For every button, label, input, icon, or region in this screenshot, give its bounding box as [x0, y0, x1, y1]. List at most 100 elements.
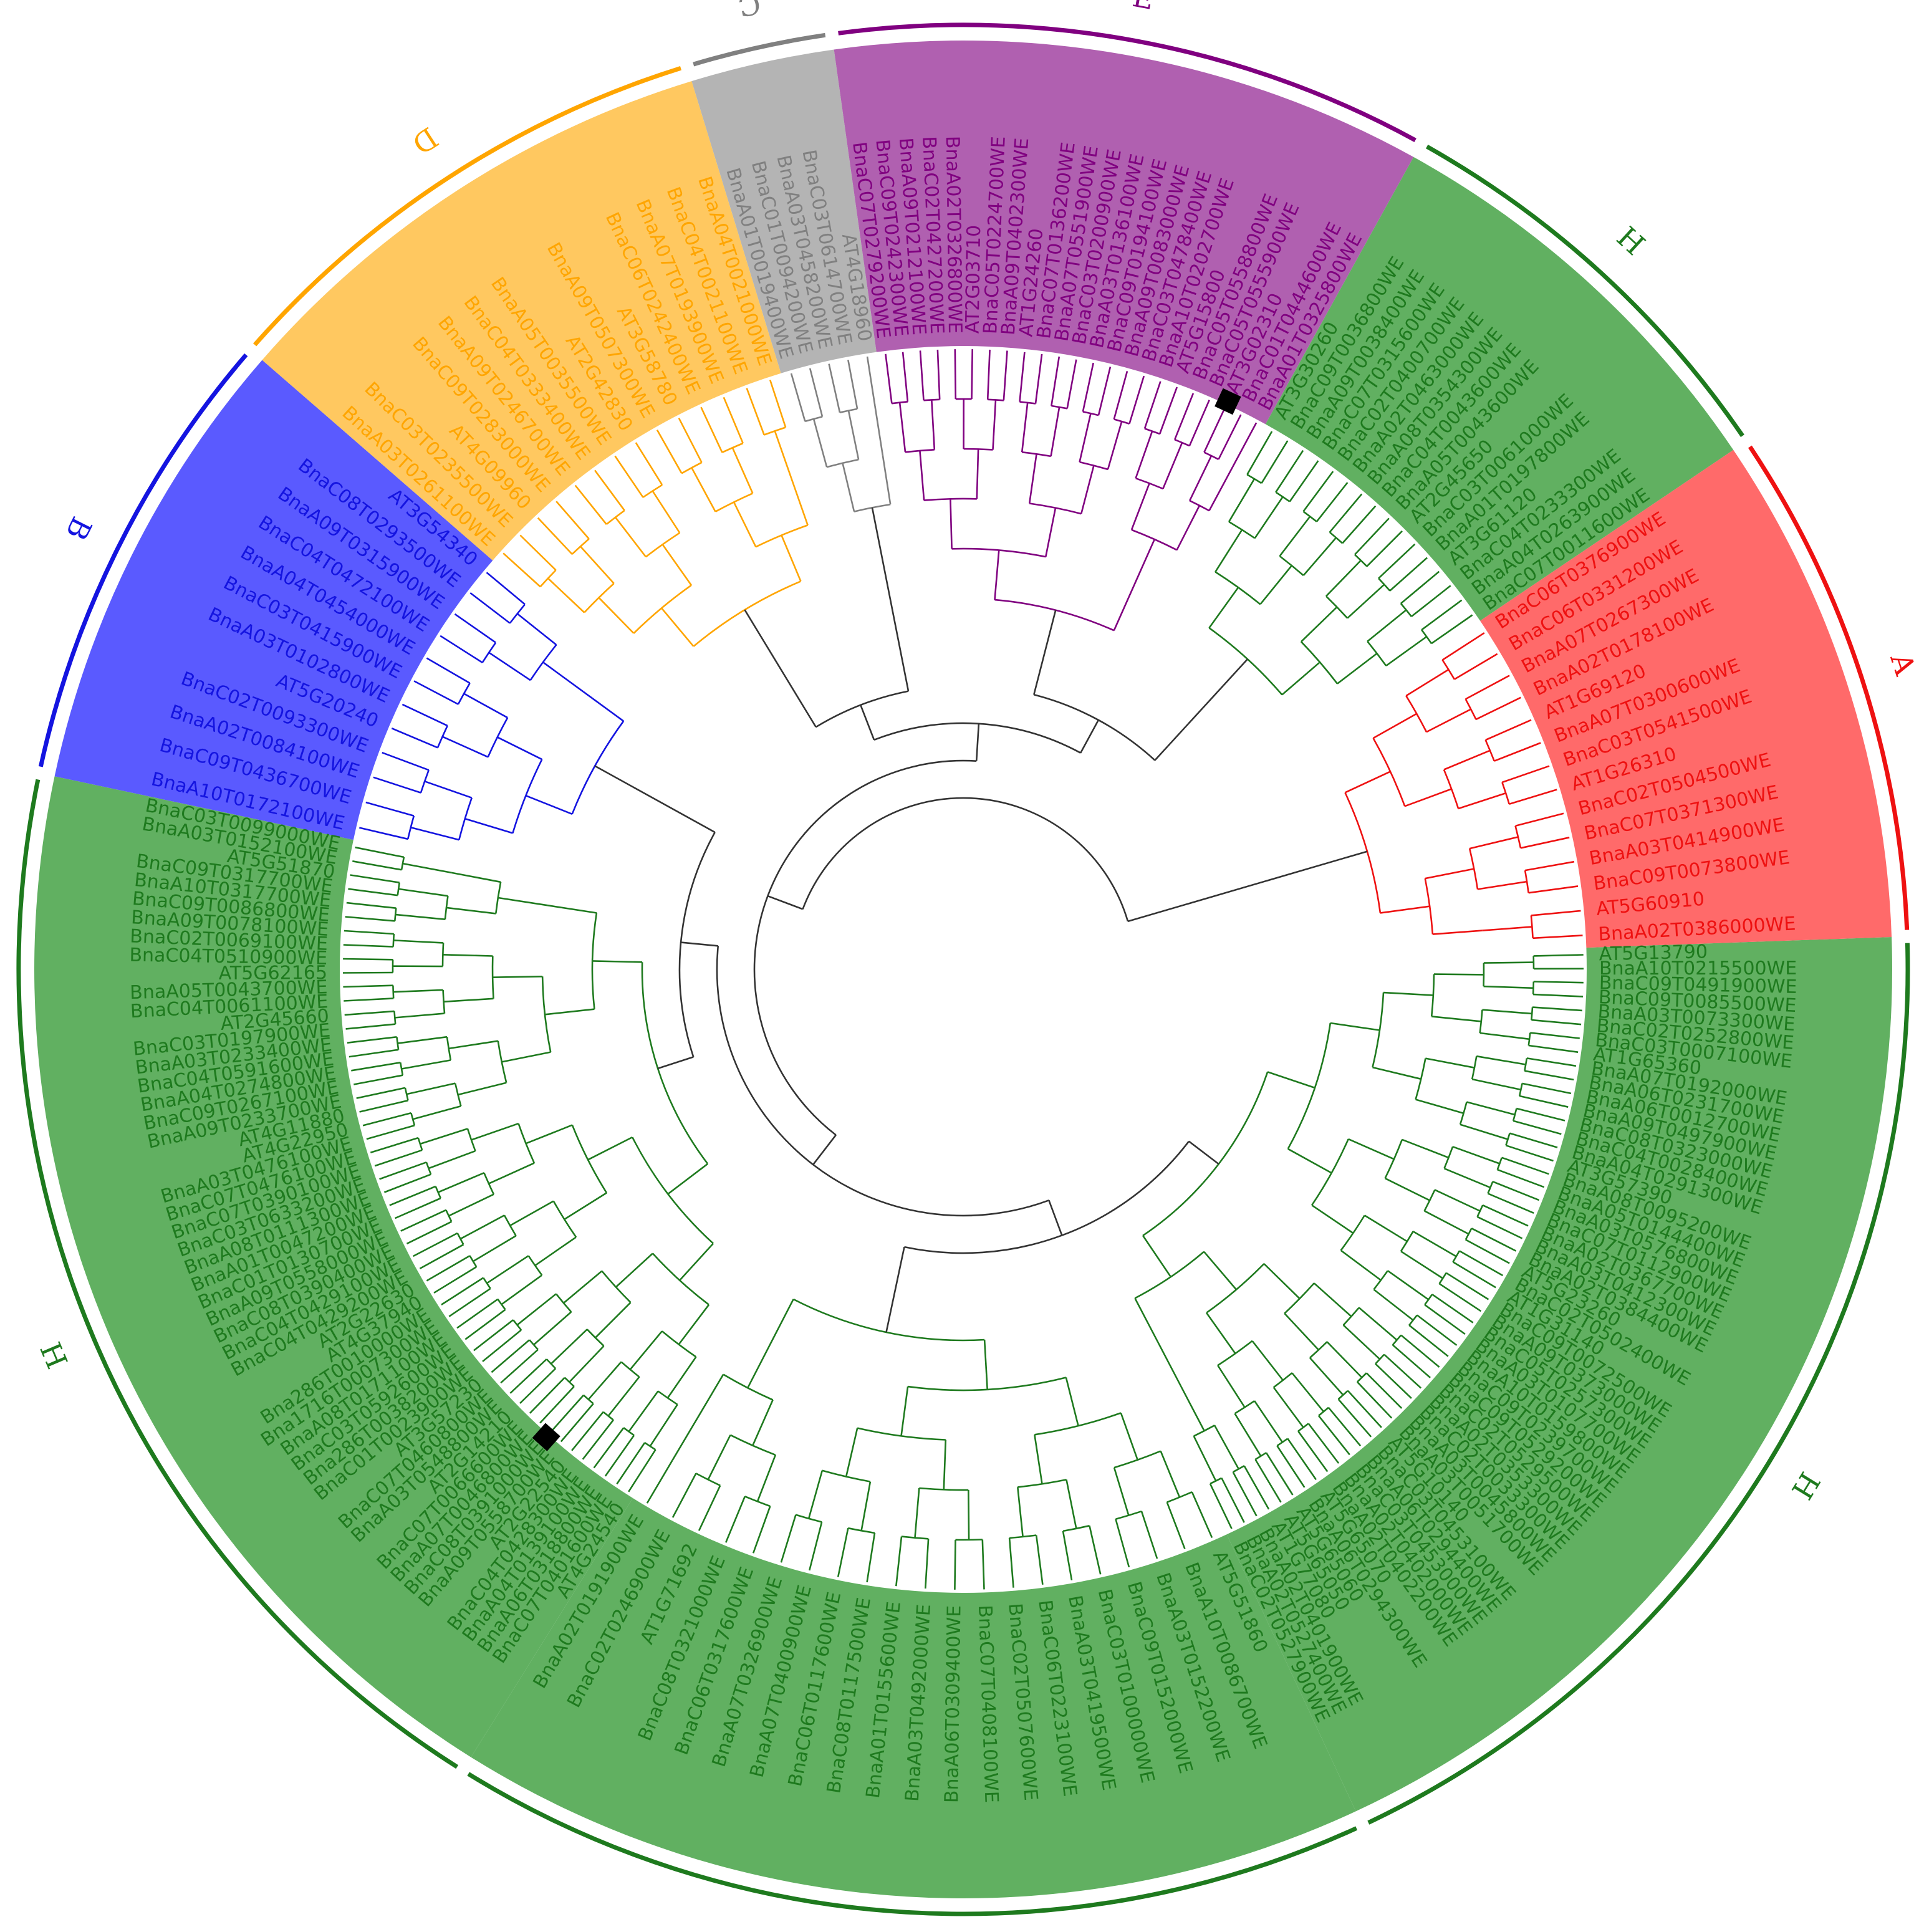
branch	[512, 1319, 522, 1331]
branch	[446, 906, 496, 915]
branch	[842, 463, 855, 512]
branch	[723, 396, 744, 444]
clade-label-b: B	[59, 512, 99, 545]
branch	[537, 517, 573, 555]
branch	[892, 401, 908, 405]
branch	[1342, 1307, 1360, 1326]
branch	[1218, 414, 1242, 460]
branch	[458, 1082, 507, 1096]
branch	[1380, 905, 1430, 914]
branch	[1404, 788, 1452, 807]
branch	[448, 1193, 494, 1217]
branch	[1400, 1334, 1440, 1368]
branch	[1347, 1390, 1382, 1428]
branch	[774, 430, 792, 479]
branch	[582, 691, 624, 722]
branch	[1065, 1479, 1077, 1529]
branch	[1065, 1377, 1079, 1426]
branch	[707, 1435, 731, 1480]
branch	[1289, 460, 1319, 502]
branch	[1272, 1387, 1304, 1428]
branch	[1208, 587, 1239, 628]
branch	[464, 817, 513, 834]
branch	[519, 1368, 557, 1404]
branch	[365, 801, 415, 817]
branch	[398, 888, 448, 897]
branch	[1460, 1123, 1508, 1140]
branch	[1279, 516, 1311, 557]
branch	[346, 901, 397, 909]
branch	[1246, 431, 1273, 475]
branch	[1527, 1032, 1531, 1046]
branch	[534, 1236, 577, 1266]
branch	[671, 1416, 699, 1461]
branch	[1160, 1451, 1181, 1498]
branch	[1221, 1478, 1245, 1523]
branch	[1107, 421, 1123, 470]
branch	[1191, 1491, 1213, 1539]
branch	[473, 1319, 514, 1352]
branch	[1233, 1465, 1245, 1473]
branch	[469, 1255, 478, 1267]
branch	[1203, 1251, 1237, 1290]
clade-band-h1	[1226, 936, 1892, 1812]
branch	[1313, 1282, 1352, 1317]
branch	[1366, 530, 1403, 567]
branch	[1487, 1193, 1534, 1214]
branch	[1378, 543, 1416, 579]
branch	[1120, 1412, 1138, 1461]
branch	[483, 1172, 495, 1195]
branch	[1344, 792, 1382, 913]
branch	[1475, 696, 1521, 721]
branch	[1405, 668, 1450, 697]
branch	[1208, 466, 1234, 511]
branch	[1128, 375, 1145, 425]
branch	[1520, 837, 1570, 849]
branch	[389, 1185, 436, 1206]
branch	[895, 1536, 903, 1587]
branch	[744, 1496, 771, 1507]
branch	[1446, 1272, 1489, 1300]
branch	[448, 1040, 498, 1050]
branch	[1426, 708, 1471, 733]
clade-arc-h4	[1425, 145, 1744, 438]
branch	[362, 1112, 411, 1127]
branch	[1213, 1425, 1239, 1469]
branch	[406, 1221, 452, 1245]
branch	[1062, 1531, 1073, 1580]
branch	[539, 1386, 575, 1424]
branch	[594, 1302, 632, 1338]
branch	[976, 449, 979, 499]
branch	[401, 1059, 451, 1070]
tip-marker	[532, 1423, 560, 1451]
clade-label-a: A	[1883, 648, 1919, 680]
branch	[866, 1532, 876, 1583]
branch	[1389, 557, 1428, 592]
branch	[347, 1036, 397, 1044]
branch	[344, 1010, 395, 1016]
branch	[413, 1232, 458, 1257]
branch	[882, 454, 892, 505]
branch	[950, 499, 953, 549]
branch	[1452, 1261, 1496, 1289]
branch	[486, 1255, 529, 1284]
branch	[413, 680, 459, 705]
clade-label-d: D	[406, 120, 444, 161]
tree-branches	[342, 349, 1584, 1590]
branch	[547, 904, 597, 914]
branch	[370, 1137, 419, 1153]
branch	[1532, 1006, 1582, 1012]
branch	[645, 532, 680, 558]
branch	[1228, 521, 1256, 539]
branch	[1267, 1071, 1315, 1089]
branch	[923, 497, 977, 501]
branch	[1400, 570, 1440, 604]
branch	[395, 913, 446, 920]
branch	[1263, 1263, 1301, 1300]
branch	[885, 353, 893, 404]
branch	[348, 888, 398, 896]
branch	[488, 651, 531, 681]
branch	[349, 1049, 399, 1058]
branch	[393, 989, 443, 993]
branch	[1412, 1231, 1457, 1257]
